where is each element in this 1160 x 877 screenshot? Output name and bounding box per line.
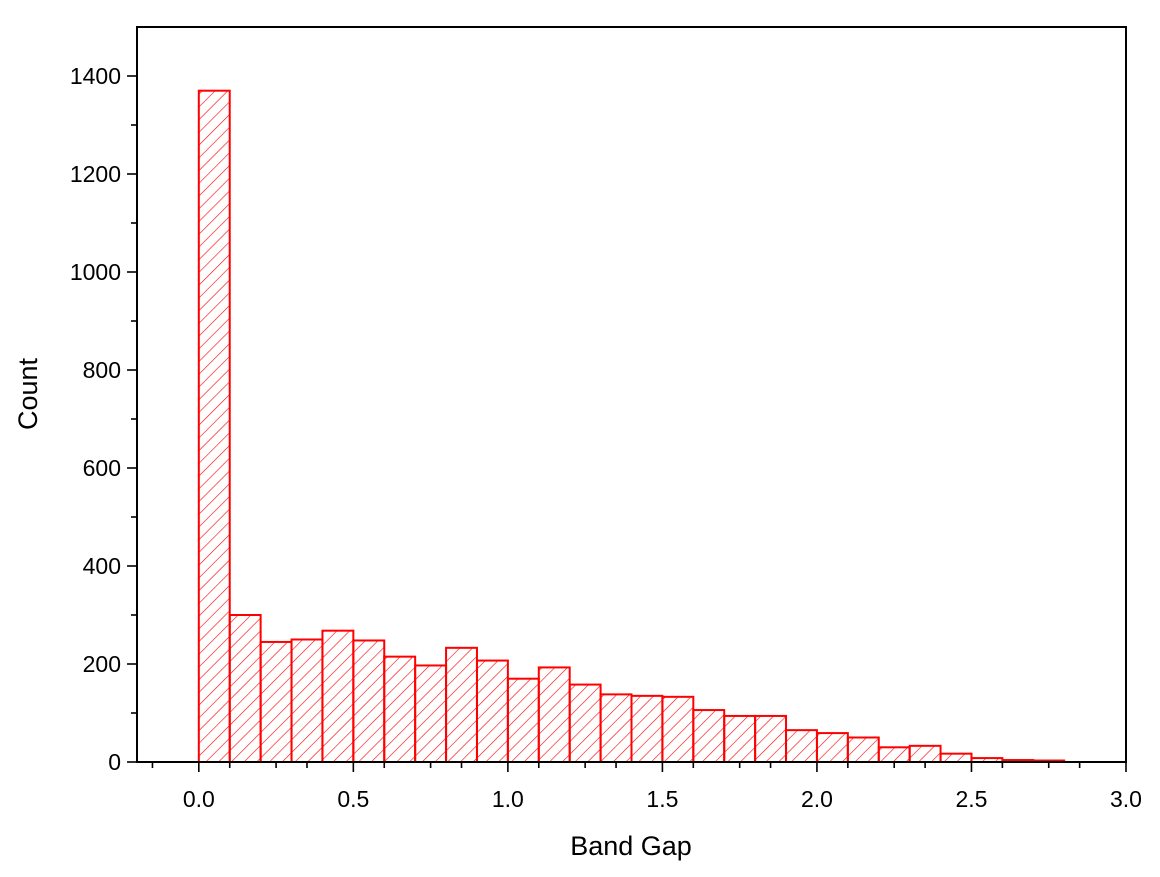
axis-ticks: 0.0 0.5 1.0 1.5 2.0 2.5 3.0 0 200 400 600 800 1000 12… bbox=[70, 63, 1142, 812]
x-tick-label: 1.5 bbox=[646, 786, 678, 812]
histogram-bar bbox=[475, 659, 509, 764]
y-tick-label: 1400 bbox=[70, 63, 121, 89]
y-tick-label: 1200 bbox=[70, 161, 121, 187]
x-tick-label: 2.5 bbox=[955, 786, 987, 812]
y-tick-label: 0 bbox=[108, 749, 121, 775]
histogram-bar bbox=[815, 732, 849, 764]
histogram-bar bbox=[939, 752, 973, 763]
histogram-bar bbox=[321, 629, 355, 763]
histogram-bar bbox=[197, 89, 231, 763]
histogram-bar bbox=[661, 695, 695, 764]
histogram-bar bbox=[414, 664, 448, 763]
x-axis-title: Band Gap bbox=[570, 831, 692, 861]
histogram-bar bbox=[290, 638, 324, 763]
histogram-bar bbox=[259, 640, 293, 764]
y-tick-label: 200 bbox=[83, 651, 121, 677]
histogram-bar bbox=[785, 729, 818, 764]
histogram-bar bbox=[352, 639, 386, 763]
x-tick-label: 2.0 bbox=[801, 786, 833, 812]
histogram-bar bbox=[754, 714, 788, 764]
histogram-bar bbox=[383, 655, 417, 764]
x-tick-label: 3.0 bbox=[1110, 786, 1142, 812]
x-tick-label: 0.5 bbox=[337, 786, 369, 812]
histogram-bar bbox=[846, 736, 880, 763]
histogram-bar bbox=[506, 677, 540, 764]
y-tick-label: 400 bbox=[83, 553, 121, 579]
histogram-bar bbox=[228, 614, 262, 763]
y-tick-label: 600 bbox=[83, 455, 121, 481]
histogram-bar bbox=[692, 709, 726, 763]
y-axis-title: Count bbox=[13, 357, 43, 430]
plot-frame bbox=[136, 26, 1127, 763]
x-tick-label: 0.0 bbox=[183, 786, 215, 812]
histogram-bar bbox=[630, 694, 664, 763]
y-tick-label: 1000 bbox=[70, 259, 121, 285]
y-tick-label: 800 bbox=[83, 357, 121, 383]
bars bbox=[197, 89, 1066, 764]
histogram-bar bbox=[537, 666, 571, 763]
histogram-bar bbox=[723, 714, 757, 764]
histogram-bar bbox=[908, 744, 942, 764]
histogram-bar bbox=[877, 746, 911, 763]
x-tick-label: 1.0 bbox=[492, 786, 524, 812]
histogram-bar bbox=[599, 693, 633, 764]
histogram-bar bbox=[445, 646, 478, 764]
histogram-bar bbox=[568, 683, 602, 764]
